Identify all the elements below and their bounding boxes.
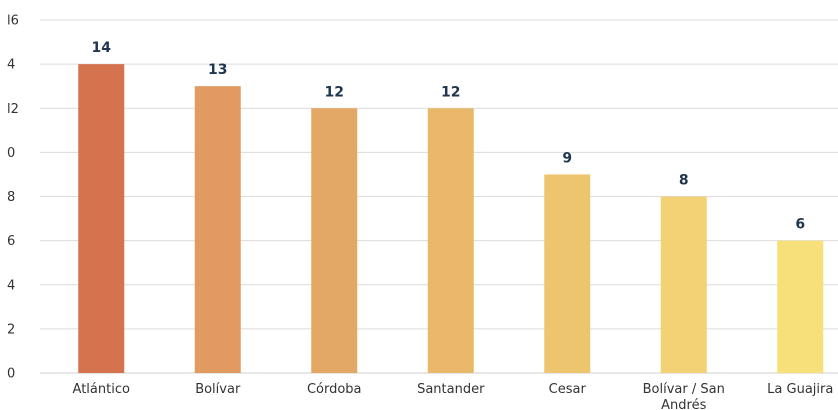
value-label-6: 8 — [679, 173, 689, 189]
y-tick-label: l6 — [7, 14, 19, 29]
bar-3 — [311, 108, 358, 373]
y-tick-label: 8 — [7, 190, 15, 205]
y-axis-ticks: 0 2 4 6 8 0 l2 4 l6 — [7, 14, 19, 382]
y-tick-label: l2 — [7, 102, 19, 117]
value-label-3: 12 — [325, 84, 344, 100]
value-label-2: 13 — [208, 62, 227, 78]
category-label-6: Bolívar / San Andrés — [643, 382, 725, 410]
value-labels: 14 13 12 12 9 8 6 — [92, 40, 806, 233]
bar-6 — [660, 196, 707, 373]
bar-4 — [427, 108, 474, 373]
y-tick-label: 0 — [7, 146, 15, 161]
category-label-3: Córdoba — [307, 382, 362, 397]
bar-7 — [777, 240, 824, 373]
bar-5 — [544, 174, 591, 373]
value-label-5: 9 — [562, 150, 572, 166]
x-axis-labels: Atlántico Bolívar Córdoba Santander Cesar Bol… — [73, 382, 834, 410]
bar-1 — [78, 64, 125, 373]
y-tick-label: 2 — [7, 322, 15, 337]
category-label-7: La Guajira — [767, 382, 833, 397]
bars — [78, 64, 824, 373]
value-label-4: 12 — [441, 84, 460, 100]
category-label-1: Atlántico — [73, 382, 130, 397]
y-tick-label: 4 — [7, 58, 15, 73]
y-tick-label: 0 — [7, 367, 15, 382]
value-label-7: 6 — [795, 217, 805, 233]
bar-2 — [194, 86, 241, 373]
category-label-4: Santander — [417, 382, 485, 397]
y-tick-label: 6 — [7, 234, 15, 249]
y-tick-label: 4 — [7, 278, 15, 293]
category-label-2: Bolívar — [195, 382, 241, 397]
category-label-5: Cesar — [549, 382, 587, 397]
value-label-1: 14 — [92, 40, 112, 56]
